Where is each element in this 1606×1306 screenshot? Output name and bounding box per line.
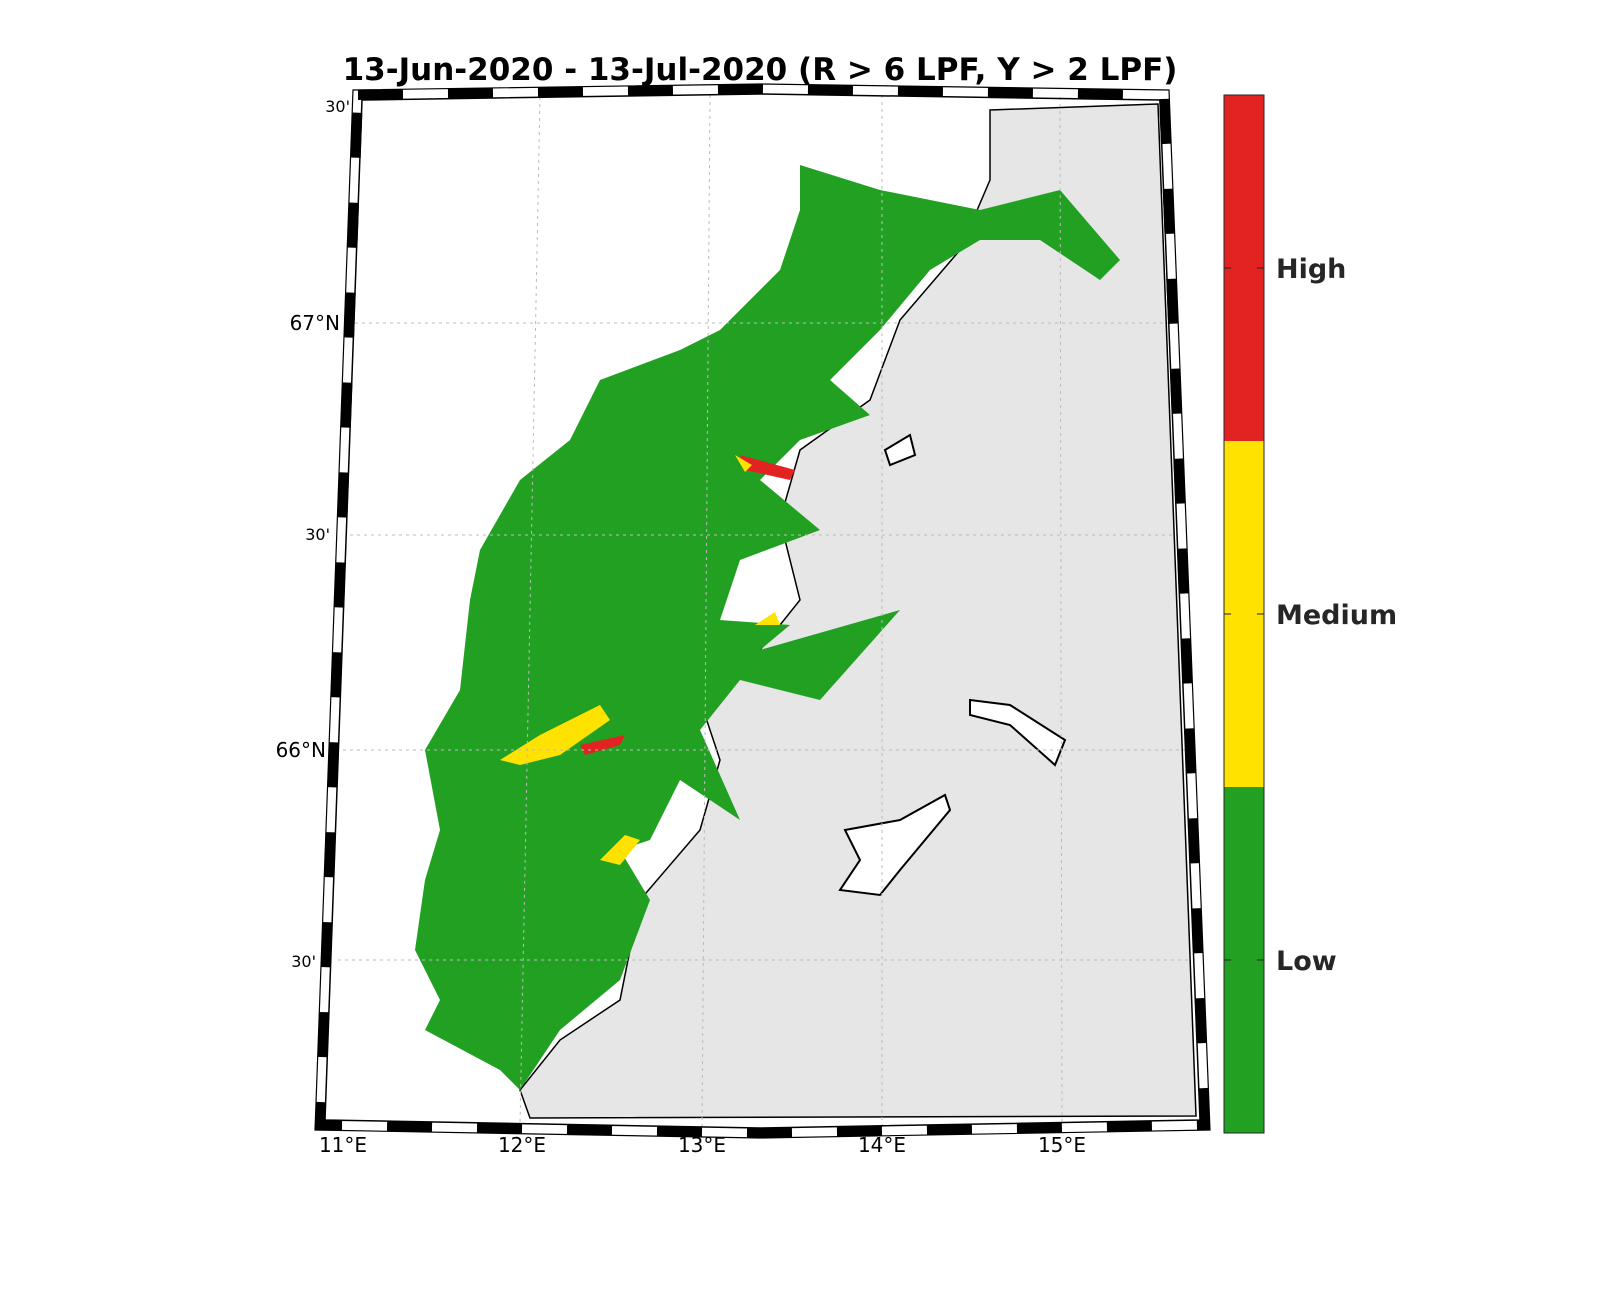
medium-zone [755,612,780,625]
lake [883,433,917,467]
graticule [338,94,1192,1129]
lon-label: 14°E [858,1133,906,1157]
lon-label: 13°E [678,1133,726,1157]
lat-label: 30' [325,97,350,116]
lon-label: 11°E [319,1133,367,1157]
lat-label: 30' [305,525,330,544]
low-zone [415,165,1120,1090]
high-zone [740,455,795,480]
medium-zone [600,835,640,865]
lake [838,793,952,897]
lon-label: 15°E [1038,1133,1086,1157]
colorbar-outline [1223,94,1265,1134]
lat-label: 66°N [276,738,326,762]
frame-outer [314,83,1211,1139]
colorbar: High Medium Low [1223,94,1397,1134]
colorbar-label: Low [1276,946,1337,977]
lat-label: 30' [291,952,316,971]
high-zone [580,735,625,755]
colorbar-label: Medium [1276,600,1397,631]
axis-labels: 11°E 12°E 13°E 14°E 15°E 30' 67°N 30' 66°N 30' [276,97,1086,1157]
lake [969,698,1067,767]
map [314,83,1211,1139]
medium-zone [735,455,752,472]
lat-label: 67°N [290,311,340,335]
frame-border [314,83,1211,1139]
map-title: 13-Jun-2020 - 13-Jul-2020 (R > 6 LPF, Y … [343,52,1178,88]
colorbar-label: High [1276,254,1346,285]
lon-label: 12°E [498,1133,546,1157]
land [519,103,1197,1119]
